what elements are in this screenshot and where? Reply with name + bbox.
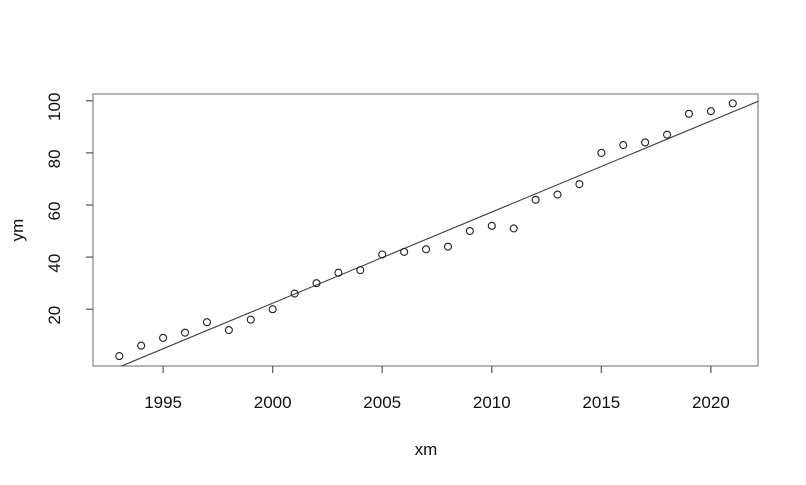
y-tick-label: 60 [45,202,64,221]
data-point [268,305,277,314]
regression-line [120,100,758,366]
data-point [400,247,409,256]
data-point [137,341,146,350]
y-tick-label: 100 [45,93,64,121]
data-point [465,226,474,236]
data-point [641,138,650,147]
data-point [159,333,168,342]
data-point [684,109,694,118]
data-point [597,148,606,157]
data-point [180,328,190,337]
data-point [553,190,562,199]
y-axis: 20 40 60 80 100 [45,93,93,325]
y-tick-label: 40 [45,254,64,273]
y-tick-label: 20 [45,306,64,325]
data-point [115,352,124,361]
data-point [246,315,255,324]
data-point [356,266,365,275]
data-point [619,141,628,150]
data-point [509,224,518,233]
data-point [728,99,737,108]
data-point [378,250,387,259]
data-point [224,325,233,335]
x-axis: 1995 2000 2005 2010 2015 2020 [144,366,730,412]
data-point [487,221,496,230]
x-tick-label: 2020 [692,393,730,412]
x-tick-label: 2005 [363,393,401,412]
plot-box [92,93,759,367]
data-point [575,180,584,189]
data-point [312,279,321,288]
data-point [334,268,343,277]
data-point [290,289,299,298]
data-points [115,99,737,361]
data-point [421,245,431,254]
x-tick-label: 1995 [144,393,182,412]
data-point [706,107,715,116]
data-point [663,130,672,139]
data-point [202,318,211,327]
data-point [531,195,540,204]
x-tick-label: 2010 [473,393,511,412]
x-tick-label: 2015 [582,393,620,412]
x-axis-title: xm [415,440,438,459]
y-tick-label: 80 [45,149,64,168]
x-tick-label: 2000 [254,393,292,412]
data-point [443,242,453,251]
y-axis-title: ym [8,219,27,242]
